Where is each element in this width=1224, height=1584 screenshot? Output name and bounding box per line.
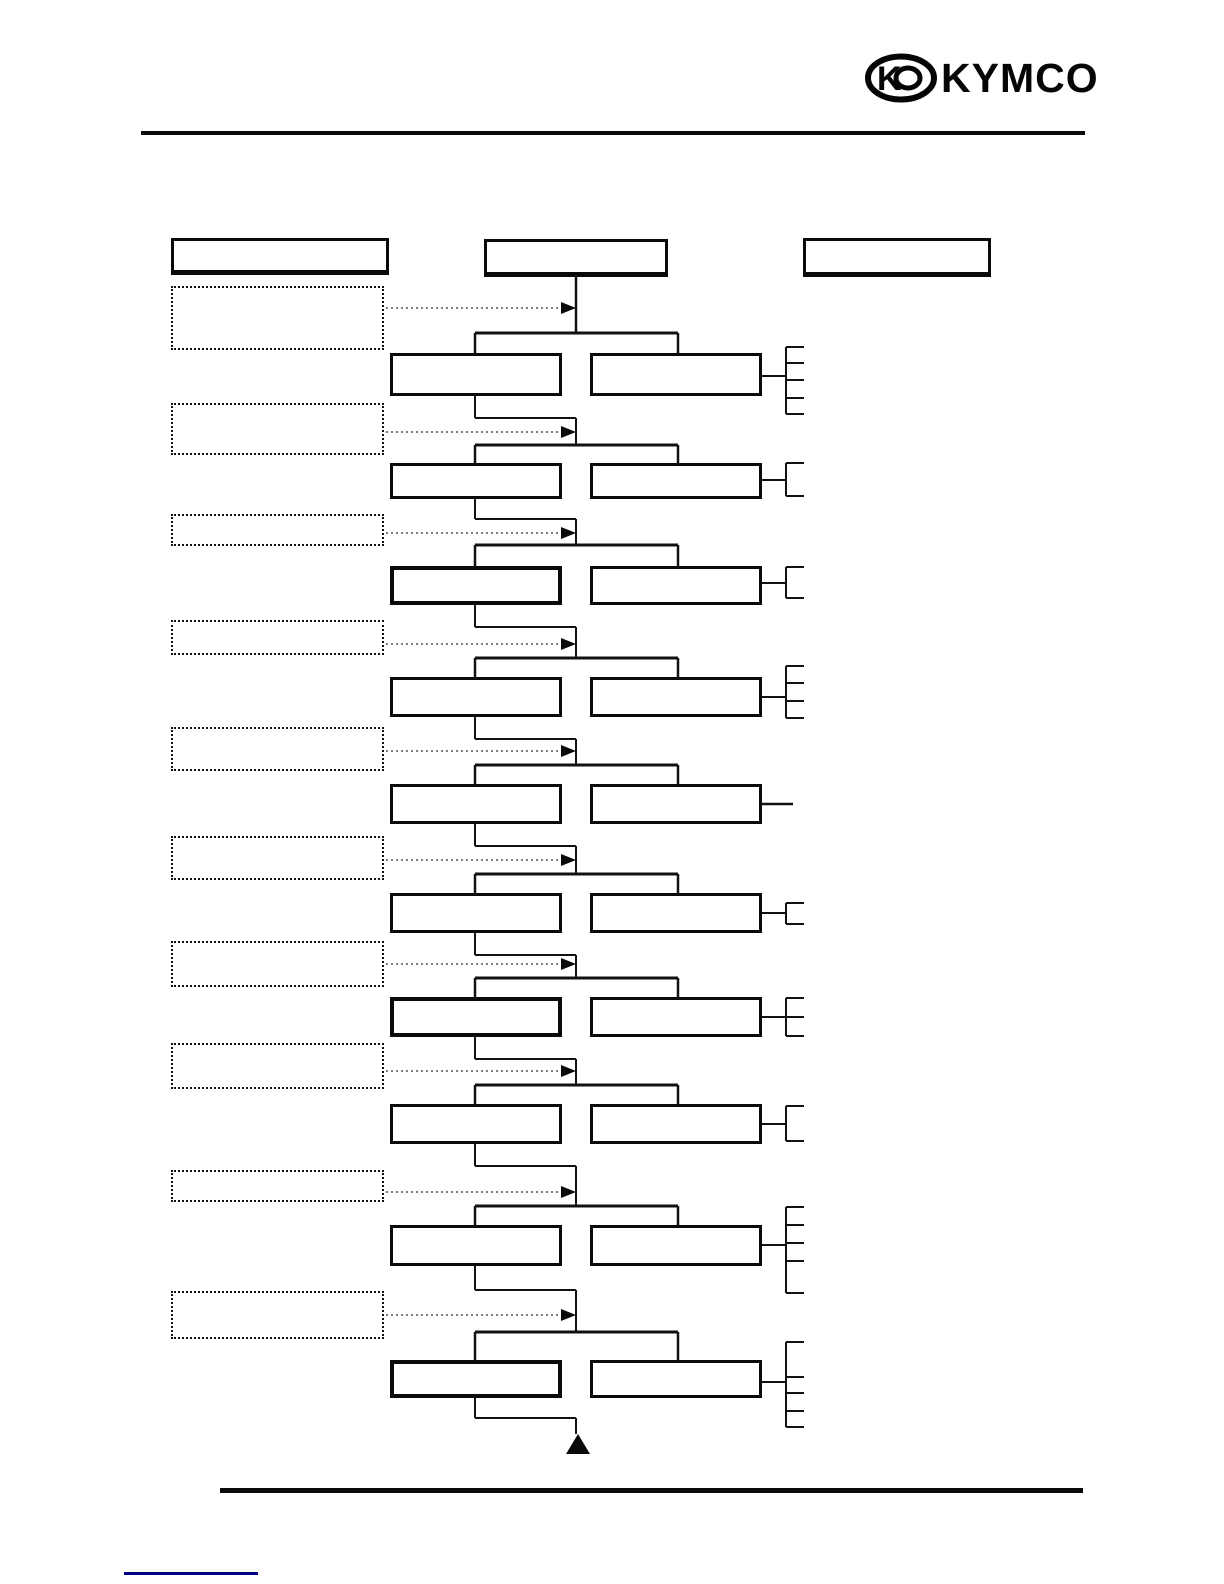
flow-box-stage-3-left — [390, 566, 562, 605]
flow-box-stage-6-right — [590, 893, 762, 933]
flow-box-stage-10-right — [590, 1360, 762, 1398]
dotted-box-stage-1 — [171, 286, 384, 350]
arrowhead-icon-stage-8 — [561, 1065, 576, 1077]
flow-box-stage-9-left — [390, 1225, 562, 1266]
dotted-box-stage-4 — [171, 620, 384, 655]
flow-box-stage-7-left — [390, 997, 562, 1037]
arrowhead-icon-stage-5 — [561, 745, 576, 757]
top-rule — [141, 131, 1085, 135]
dotted-box-stage-9 — [171, 1170, 384, 1202]
flow-box-stage-7-right — [590, 997, 762, 1037]
flow-box-stage-8-right — [590, 1104, 762, 1144]
dotted-box-stage-8 — [171, 1043, 384, 1089]
bottom-rule — [220, 1488, 1083, 1493]
arrowhead-icon-stage-1 — [561, 302, 576, 314]
flow-box-stage-4-right — [590, 677, 762, 717]
dotted-box-stage-3 — [171, 514, 384, 546]
flow-box-stage-3-right — [590, 566, 762, 605]
flow-box-stage-4-left — [390, 677, 562, 717]
flow-box-stage-8-left — [390, 1104, 562, 1144]
arrowhead-icon-stage-10 — [561, 1309, 576, 1321]
flow-box-stage-10-left — [390, 1360, 562, 1398]
terminator-triangle — [566, 1434, 590, 1454]
flow-box-stage-2-left — [390, 463, 562, 499]
header-box-middle — [484, 239, 668, 277]
header-box-left — [171, 238, 389, 275]
arrowhead-icon-stage-7 — [561, 958, 576, 970]
arrowhead-icon-stage-2 — [561, 426, 576, 438]
arrowhead-icon-stage-3 — [561, 527, 576, 539]
dotted-box-stage-7 — [171, 941, 384, 987]
flow-box-stage-1-left — [390, 353, 562, 396]
arrowhead-icon-stage-4 — [561, 638, 576, 650]
flow-box-stage-5-left — [390, 784, 562, 824]
dotted-box-stage-6 — [171, 836, 384, 880]
arrowhead-icon-stage-6 — [561, 854, 576, 866]
kymco-wordmark: KYMCO — [941, 55, 1099, 101]
header-box-right — [803, 238, 991, 277]
kymco-logo-icon: K — [865, 53, 937, 103]
arrowhead-icon-stage-9 — [561, 1186, 576, 1198]
flow-box-stage-2-right — [590, 463, 762, 499]
flow-box-stage-1-right — [590, 353, 762, 396]
flow-box-stage-5-right — [590, 784, 762, 824]
footer-link-underline[interactable] — [124, 1572, 258, 1575]
dotted-box-stage-2 — [171, 403, 384, 455]
flow-box-stage-9-right — [590, 1225, 762, 1266]
dotted-box-stage-10 — [171, 1291, 384, 1339]
dotted-box-stage-5 — [171, 727, 384, 771]
flow-box-stage-6-left — [390, 893, 562, 933]
